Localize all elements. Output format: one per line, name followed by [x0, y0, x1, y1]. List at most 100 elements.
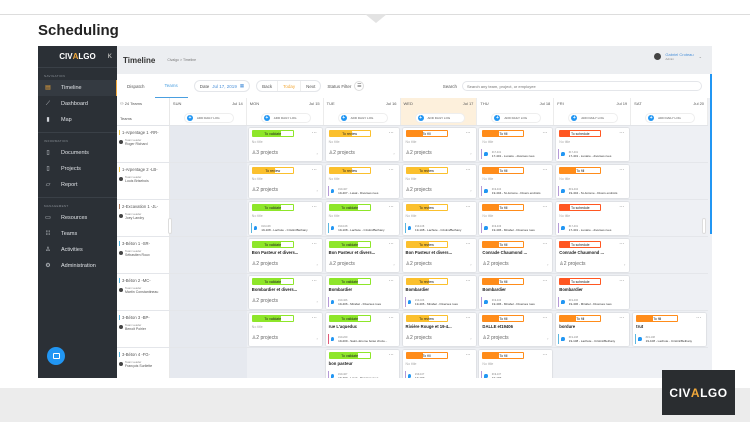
schedule-card[interactable]: To validate ··· Bombardier et divers... ♙ 2…	[248, 276, 322, 309]
sidebar-item-documents[interactable]: ▯ Documents	[38, 145, 117, 161]
sidebar-item-teams[interactable]: ⁞⁞⁞ Teams	[38, 226, 117, 242]
project-location[interactable]: #19-108 19-108 - Lachute - Cristini/Betha…	[327, 223, 397, 233]
project-location[interactable]: #19-406 19-406 - Mirabel - Diverses rues	[558, 297, 627, 307]
schedule-card[interactable]: To fill ··· Bombardier #19-406 19-406 - Mira…	[479, 276, 553, 309]
more-options-icon[interactable]: ···	[388, 241, 394, 247]
scrollbar[interactable]	[710, 74, 712, 234]
schedule-card[interactable]: To fill ··· Conrade Chaumond ... ♙ 2 projec…	[479, 239, 553, 272]
sidebar-item-timeline[interactable]: ▤ Timeline	[38, 80, 117, 96]
schedule-card[interactable]: To fill ··· No title #19-404 19-404 - St-Jér…	[556, 165, 630, 198]
more-options-icon[interactable]: ···	[388, 278, 394, 284]
project-location[interactable]: #19-108 19-108 - Lachute - Cristini/Betha…	[635, 334, 704, 344]
more-options-icon[interactable]: ···	[388, 315, 394, 321]
schedule-card[interactable]: To validate ··· Bon Pasteur et divers... ♙ …	[325, 239, 399, 272]
schedule-card[interactable]: To schedule ··· No title #17-401 17-401 - Lu…	[556, 202, 630, 235]
sidebar-item-administration[interactable]: ⚙ Administration	[38, 258, 117, 274]
sidebar-item-report[interactable]: ▱ Report	[38, 177, 117, 193]
team-name-cell[interactable]: 3-Béton 3 -BP- Team Leader Benoit Poirier	[117, 311, 170, 347]
project-location[interactable]: #19-407 19-407 - Laval - Diverses rues	[327, 371, 397, 378]
project-location[interactable]: #19-107 19-107	[404, 371, 474, 378]
schedule-card[interactable]: To schedule ··· No title #17-401 17-401 - Lu…	[556, 128, 630, 161]
more-options-icon[interactable]: ···	[542, 167, 548, 173]
schedule-card[interactable]: To validate ··· No title #19-108 19-108 - La…	[248, 202, 322, 235]
add-daily-log-button[interactable]: + ADD DAILY LOG	[337, 113, 388, 123]
schedule-card[interactable]: To validate ··· rue L'aqueduc #19-209 19-209…	[325, 313, 399, 346]
add-daily-log-button[interactable]: + ADD DAILY LOG	[260, 113, 311, 123]
team-name-cell[interactable]: 2-Excavation 1 -JL- Team Leader Joey Landr…	[117, 200, 170, 236]
more-options-icon[interactable]: ···	[465, 352, 471, 358]
project-location[interactable]: #19-209 19-209 - Saint-Jérome boisé chuze…	[327, 334, 397, 344]
more-options-icon[interactable]: ···	[465, 278, 471, 284]
team-name-cell[interactable]: 3-Béton 4 -FG- Team Leader François Surlie…	[117, 348, 170, 378]
search-input[interactable]	[462, 81, 702, 91]
collapse-left-handle[interactable]	[168, 218, 172, 234]
collapse-right-handle[interactable]	[702, 218, 706, 234]
more-options-icon[interactable]: ···	[465, 315, 471, 321]
schedule-card[interactable]: To review ··· No title #19-108 19-108 - Lach…	[402, 202, 476, 235]
schedule-card[interactable]: To fill ··· No title #19-406 19-406 - Mirabe…	[479, 202, 553, 235]
more-options-icon[interactable]: ···	[542, 130, 548, 136]
project-location[interactable]: #19-108 19-108 - Lachute - Cristini/Betha…	[558, 334, 627, 344]
more-options-icon[interactable]: ···	[542, 352, 548, 358]
more-options-icon[interactable]: ···	[311, 167, 317, 173]
schedule-card[interactable]: To schedule ··· Bombardier #19-406 19-406 - …	[556, 276, 630, 309]
team-name-cell[interactable]: 1-Arpentage 1 -RR- Team Leader Roger Richa…	[117, 126, 170, 162]
tab-teams[interactable]: Teams	[154, 74, 188, 98]
today-button[interactable]: Today	[278, 81, 302, 91]
schedule-card[interactable]: To fill ··· No title #19-404 19-404 - St-Jér…	[479, 165, 553, 198]
more-options-icon[interactable]: ···	[388, 204, 394, 210]
projects-summary[interactable]: ♙ 2 projects ›	[252, 187, 318, 193]
project-location[interactable]: #19-406 19-406 - Mirabel - Diverses rues	[481, 297, 550, 307]
user-menu[interactable]: Gabriel Croteau Admin ⌄	[654, 52, 702, 61]
projects-summary[interactable]: ♙ 2 projects ›	[329, 261, 395, 267]
project-location[interactable]: #19-407 19-407 - Laval - Diverses rues	[327, 186, 397, 196]
schedule-card[interactable]: To fill ··· bordure #19-108 19-108 - Lachute…	[556, 313, 630, 346]
project-location[interactable]: #19-406 19-406 - Mirabel - Diverses rues	[327, 297, 397, 307]
schedule-card[interactable]: To fill ··· No title #19-107 19-107	[402, 350, 476, 378]
sidebar-item-dashboard[interactable]: ⟋ Dashboard	[38, 96, 117, 112]
team-name-cell[interactable]: 3-Béton 1 -SR- Team Leader Sébastien Roux	[117, 237, 170, 273]
schedule-card[interactable]: To review ··· No title #19-407 19-407 - Lava…	[325, 165, 399, 198]
projects-summary[interactable]: ♙ 2 projects ›	[482, 261, 548, 267]
more-options-icon[interactable]: ···	[696, 315, 702, 321]
project-location[interactable]: #17-401 17-401 - Lunaire - diverses rues	[558, 149, 627, 159]
add-daily-log-button[interactable]: + ADD DAILY LOG	[414, 113, 465, 123]
projects-summary[interactable]: ♙ 2 projects ›	[559, 261, 625, 267]
project-location[interactable]: #19-108 19-108 - Lachute - Cristini/Betha…	[404, 223, 474, 233]
more-options-icon[interactable]: ···	[388, 130, 394, 136]
projects-summary[interactable]: ♙ 2 projects ›	[252, 335, 318, 341]
more-options-icon[interactable]: ···	[311, 278, 317, 284]
status-filter-button[interactable]: Status Filter ☰	[327, 81, 365, 91]
schedule-card[interactable]: To review ··· No title ♙ 2 projects ›	[402, 165, 476, 198]
sidebar-item-resources[interactable]: ▭ Resources	[38, 210, 117, 226]
more-options-icon[interactable]: ···	[542, 204, 548, 210]
projects-summary[interactable]: ♙ 2 projects ›	[252, 298, 318, 304]
more-options-icon[interactable]: ···	[619, 241, 625, 247]
project-location[interactable]: #19-108 19-108 - Lachute - Cristini/Betha…	[250, 223, 320, 233]
team-name-cell[interactable]: 3-Béton 2 -MC- Team Leader Martin Constant…	[117, 274, 170, 310]
schedule-card[interactable]: To validate ··· Bon Pasteur et divers... ♙ …	[248, 239, 322, 272]
schedule-card[interactable]: To review ··· Rivière Rouge et 19-4... ♙ 2 …	[402, 313, 476, 346]
project-location[interactable]: #19-107 19-107	[481, 371, 550, 378]
more-options-icon[interactable]: ···	[465, 167, 471, 173]
schedule-card[interactable]: To fill ··· DALLE et19406 ♙ 2 projects ›	[479, 313, 553, 346]
more-options-icon[interactable]: ···	[542, 315, 548, 321]
schedule-card[interactable]: To review ··· No title ♙ 2 projects ›	[248, 165, 322, 198]
schedule-card[interactable]: To review ··· No title ♙ 2 projects ›	[325, 128, 399, 161]
more-options-icon[interactable]: ···	[311, 130, 317, 136]
more-options-icon[interactable]: ···	[465, 241, 471, 247]
more-options-icon[interactable]: ···	[619, 167, 625, 173]
breadcrumb-civalgo[interactable]: Civalgo	[167, 58, 179, 62]
project-location[interactable]: #17-401 17-401 - Lunaire - diverses rues	[558, 223, 627, 233]
schedule-card[interactable]: To validate ··· No title ♙ 3 projects ›	[248, 128, 322, 161]
project-location[interactable]: #19-406 19-406 - Mirabel - Diverses rues	[404, 297, 474, 307]
projects-summary[interactable]: ♙ 2 projects ›	[406, 261, 472, 267]
tab-dispatch[interactable]: Dispatch	[127, 83, 145, 89]
sidebar-item-activities[interactable]: ♙ Activities	[38, 242, 117, 258]
project-location[interactable]: #17-401 17-401 - Lunaire - diverses rues	[481, 149, 550, 159]
projects-summary[interactable]: ♙ 2 projects ›	[482, 335, 548, 341]
date-picker[interactable]: Date Jul 17, 2019 ▦	[193, 80, 251, 92]
schedule-card[interactable]: To validate ··· bon pasteur #19-407 19-407 -…	[325, 350, 399, 378]
more-options-icon[interactable]: ···	[619, 130, 625, 136]
projects-summary[interactable]: ♙ 3 projects ›	[252, 150, 318, 156]
